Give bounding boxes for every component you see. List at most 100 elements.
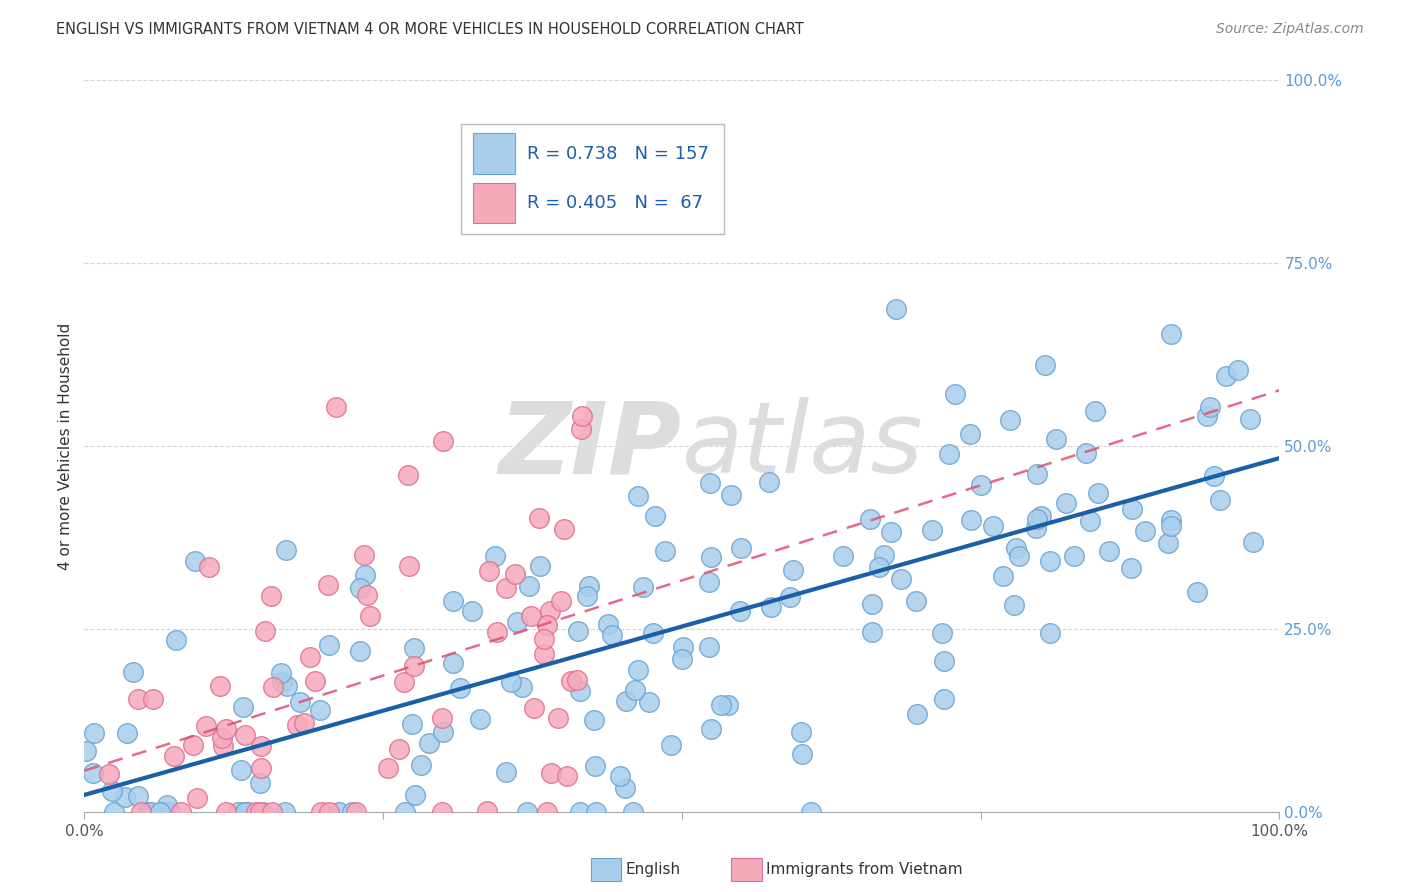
Point [214,805,236,819]
Point [309,703,332,717]
Point [569,683,592,698]
Point [1084,403,1107,417]
Point [285,718,308,732]
Point [540,766,562,780]
FancyBboxPatch shape [461,124,724,234]
Point [538,604,561,618]
Point [1000,413,1022,427]
Point [418,736,440,750]
Point [932,691,955,706]
Point [560,673,582,688]
Point [575,589,598,603]
Point [470,712,492,726]
Point [409,757,432,772]
Point [152,805,174,819]
Point [129,805,152,819]
Point [503,566,526,581]
Point [600,628,623,642]
Point [583,758,606,772]
Point [1074,446,1097,460]
Point [884,301,907,316]
Point [527,510,550,524]
Point [441,656,464,670]
Text: Source: ZipAtlas.com: Source: ZipAtlas.com [1216,22,1364,37]
Point [700,722,723,736]
Point [211,739,233,754]
Point [318,805,340,819]
Point [578,579,600,593]
Point [1078,514,1101,528]
Point [211,731,233,745]
Point [970,478,993,492]
Point [198,560,221,574]
Point [262,680,284,694]
Point [252,805,274,819]
Point [288,695,311,709]
Point [328,805,350,819]
Point [501,675,523,690]
Point [354,568,377,582]
Point [697,640,720,654]
Point [1121,501,1143,516]
Point [142,692,165,706]
Point [396,467,419,482]
Point [1005,541,1028,556]
Point [555,769,578,783]
Point [889,573,911,587]
Point [97,767,120,781]
Point [1002,598,1025,612]
Point [156,797,179,812]
Point [377,761,399,775]
Point [1160,327,1182,342]
Point [609,769,631,783]
Point [1025,467,1047,482]
Point [1215,368,1237,383]
Point [1063,549,1085,563]
Point [1039,626,1062,640]
Point [641,625,664,640]
Point [585,805,607,819]
Point [1209,492,1232,507]
Point [873,548,896,562]
Point [122,665,145,679]
Point [621,805,644,819]
Point [547,710,569,724]
Point [859,512,882,526]
Point [304,673,326,688]
Point [181,738,204,752]
Point [1187,585,1209,599]
Point [510,680,533,694]
Point [758,475,780,489]
Point [254,624,277,639]
Point [249,805,271,819]
Point [461,603,484,617]
Point [536,617,558,632]
Point [404,788,426,802]
Point [170,805,193,819]
Point [1133,524,1156,538]
Point [398,559,420,574]
Point [194,719,217,733]
Point [550,594,572,608]
Point [569,422,592,436]
Point [250,739,273,754]
Point [1160,519,1182,533]
Point [717,698,740,712]
Point [536,805,558,819]
Point [149,805,172,819]
Point [1054,496,1077,510]
Point [402,659,425,673]
Point [1199,401,1222,415]
Point [232,700,254,714]
Point [519,580,541,594]
Point [443,593,465,607]
Text: ENGLISH VS IMMIGRANTS FROM VIETNAM 4 OR MORE VEHICLES IN HOUSEHOLD CORRELATION C: ENGLISH VS IMMIGRANTS FROM VIETNAM 4 OR … [56,22,804,37]
Point [163,748,186,763]
Point [226,805,249,819]
Point [387,741,409,756]
Point [659,738,682,752]
Point [790,747,813,761]
Point [1156,536,1178,550]
Point [276,679,298,693]
Point [276,542,298,557]
